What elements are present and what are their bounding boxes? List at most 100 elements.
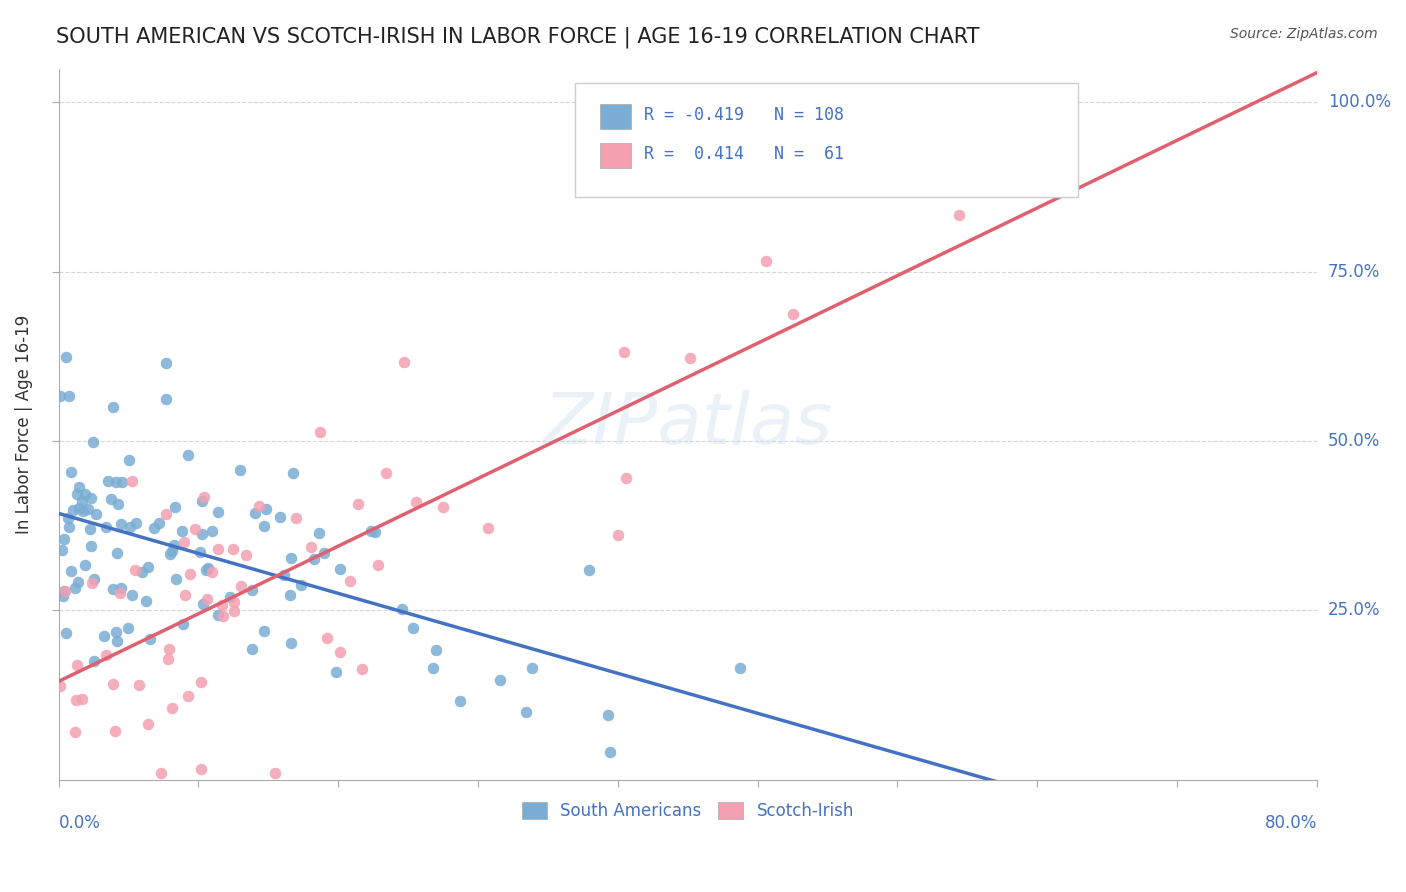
Point: [360, 524, 382, 538]
Point: [253, 624, 276, 639]
Point: [489, 673, 512, 687]
Point: [143, 520, 166, 534]
Point: [65, 693, 87, 707]
Text: 0.0%: 0.0%: [59, 814, 101, 832]
Point: [177, 689, 200, 703]
Text: 100.0%: 100.0%: [1329, 94, 1391, 112]
Point: [392, 355, 415, 369]
Point: [53, 584, 76, 599]
Point: [124, 563, 146, 577]
Point: [67, 480, 90, 494]
Point: [83, 654, 105, 668]
Text: Source: ZipAtlas.com: Source: ZipAtlas.com: [1230, 27, 1378, 41]
Point: [162, 544, 184, 558]
Point: [79, 523, 101, 537]
Point: [110, 581, 132, 595]
Point: [364, 524, 387, 539]
Point: [165, 572, 187, 586]
FancyBboxPatch shape: [600, 104, 631, 129]
Point: [405, 495, 427, 509]
Point: [70, 692, 93, 706]
Point: [67, 501, 90, 516]
Point: [314, 546, 336, 560]
Point: [63, 725, 86, 739]
Text: 80.0%: 80.0%: [1264, 814, 1317, 832]
Point: [58, 520, 80, 534]
Point: [135, 594, 157, 608]
Point: [49, 679, 72, 693]
Point: [104, 723, 127, 738]
Point: [325, 665, 347, 679]
Point: [100, 492, 122, 507]
Point: [193, 597, 215, 611]
Point: [67, 575, 90, 590]
Point: [51, 542, 73, 557]
Point: [155, 508, 177, 522]
Point: [520, 661, 543, 675]
Point: [163, 500, 186, 515]
Point: [94, 519, 117, 533]
Point: [56, 511, 79, 525]
Point: [163, 538, 186, 552]
Point: [191, 494, 214, 508]
Point: [366, 558, 388, 573]
Point: [184, 522, 207, 536]
Point: [285, 511, 308, 525]
Point: [599, 745, 621, 759]
Point: [93, 629, 115, 643]
Point: [111, 475, 134, 489]
Point: [194, 563, 217, 577]
Point: [425, 643, 447, 657]
Point: [58, 389, 80, 403]
Point: [72, 504, 94, 518]
Point: [172, 616, 194, 631]
Point: [730, 661, 752, 675]
Point: [59, 465, 82, 479]
Point: [308, 425, 330, 439]
Point: [247, 499, 270, 513]
Point: [211, 598, 233, 612]
Point: [222, 542, 245, 557]
Text: R = -0.419   N = 108: R = -0.419 N = 108: [644, 106, 844, 124]
Point: [299, 540, 322, 554]
Text: 75.0%: 75.0%: [1329, 263, 1381, 281]
Point: [82, 575, 104, 590]
Point: [229, 578, 252, 592]
Point: [432, 500, 454, 515]
Point: [477, 521, 499, 535]
Point: [280, 550, 302, 565]
Point: [117, 621, 139, 635]
Point: [207, 505, 229, 519]
Point: [66, 487, 89, 501]
Point: [150, 765, 173, 780]
Point: [308, 525, 330, 540]
Point: [107, 497, 129, 511]
Point: [375, 466, 398, 480]
Point: [402, 621, 425, 635]
Text: 25.0%: 25.0%: [1329, 601, 1381, 619]
Point: [679, 351, 702, 365]
Point: [136, 559, 159, 574]
Point: [782, 307, 804, 321]
Point: [97, 474, 120, 488]
Point: [107, 634, 129, 648]
Point: [160, 701, 183, 715]
Text: 50.0%: 50.0%: [1329, 432, 1381, 450]
FancyBboxPatch shape: [575, 83, 1078, 196]
Point: [613, 345, 636, 359]
Point: [240, 641, 263, 656]
Point: [269, 509, 291, 524]
Point: [201, 524, 224, 538]
Point: [229, 463, 252, 477]
Point: [63, 581, 86, 595]
Point: [136, 717, 159, 731]
Point: [190, 762, 212, 776]
Point: [253, 519, 276, 533]
Point: [101, 582, 124, 597]
Point: [755, 253, 778, 268]
Point: [329, 645, 352, 659]
Point: [101, 677, 124, 691]
Point: [110, 517, 132, 532]
Y-axis label: In Labor Force | Age 16-19: In Labor Force | Age 16-19: [15, 315, 32, 533]
Point: [422, 661, 444, 675]
